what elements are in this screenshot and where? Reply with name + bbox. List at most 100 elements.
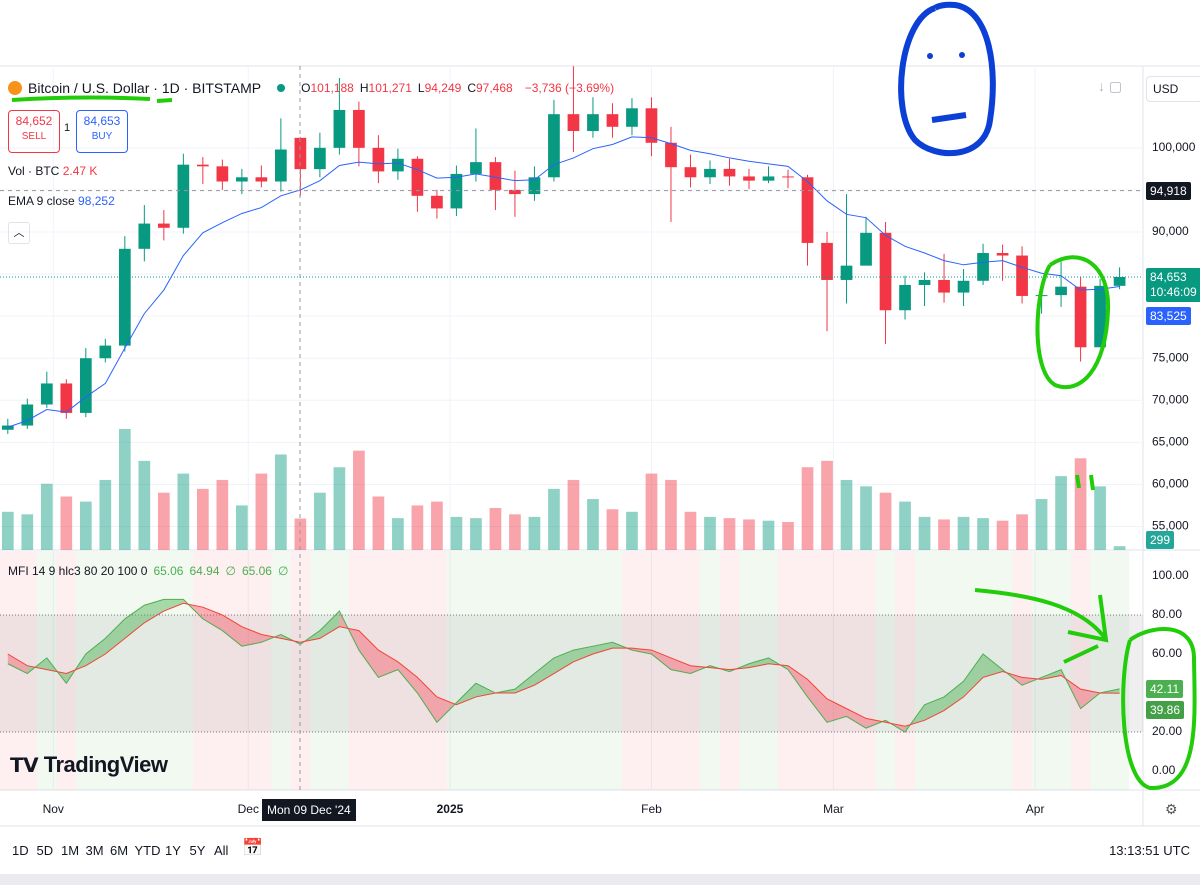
quantity: 1 [64, 122, 71, 134]
sell-label: SELL [21, 131, 47, 142]
mfi-state-band [407, 551, 428, 790]
mfi-state-band [232, 551, 252, 790]
volume-bar [470, 518, 482, 550]
range-button[interactable]: 1Y [165, 843, 181, 858]
mfi-state-band [973, 551, 993, 790]
buy-button[interactable]: 84,653 BUY [76, 110, 128, 153]
mfi-state-band [76, 551, 96, 790]
volume-bar [665, 479, 677, 550]
candle-body [470, 162, 482, 174]
range-button[interactable]: 3M [85, 843, 104, 858]
mfi-state-band [563, 551, 584, 790]
range-button[interactable]: 1M [61, 843, 80, 858]
collapse-button[interactable]: ︿ [8, 222, 30, 244]
ohlc-key: H [359, 81, 369, 95]
crosshair-price-label: 94,918 [1146, 182, 1191, 200]
volume-bar [1094, 486, 1106, 550]
settings-icon[interactable]: ⚙ [1165, 801, 1178, 817]
signal-last-label: 39.86 [1146, 701, 1185, 719]
mfi-legend-value: 64.94 [189, 564, 220, 578]
mfi-state-band [602, 551, 623, 790]
y-tick-label: 100,000 [1152, 140, 1196, 154]
mfi-state-band [37, 551, 57, 790]
candle-body [216, 166, 229, 182]
candle-body [528, 177, 541, 195]
mfi-fill [514, 673, 535, 694]
mfi-fill [1080, 689, 1101, 709]
volume-bar [40, 483, 53, 550]
doodle-mouth [931, 112, 967, 123]
mfi-tick-label: 60.00 [1152, 646, 1182, 660]
mfi-state-band [427, 551, 447, 790]
mfi-fill [7, 654, 28, 674]
mfi-fill [534, 657, 554, 686]
range-button[interactable]: YTD [134, 843, 161, 858]
volume-bar [197, 488, 209, 550]
x-tick-label: Nov [43, 802, 64, 816]
mfi-state-band [310, 551, 330, 790]
candle-body [275, 149, 287, 182]
candle-body [1, 425, 14, 430]
calendar-icon[interactable]: 📅 [242, 838, 264, 857]
mfi-state-band [290, 551, 311, 790]
mfi-legend-value: 65.06 [153, 564, 184, 578]
doodle-arrow [974, 588, 1109, 643]
logo: 𝗧𝗩 TradingView [10, 752, 168, 777]
mfi-state-band [778, 551, 798, 790]
candle-body [645, 108, 658, 143]
volume-bar [840, 479, 853, 550]
mfi-state-band [856, 551, 876, 790]
ohlc-key: C [467, 81, 476, 95]
mfi-state-band [1012, 551, 1032, 790]
volume-bar [353, 450, 365, 550]
sell-button[interactable]: 84,652 SELL [8, 110, 60, 153]
volume-bar [60, 496, 73, 550]
mfi-legend-value: 65.06 [241, 564, 272, 578]
candle-body [99, 345, 112, 359]
buy-price: 84,653 [83, 114, 121, 128]
volume-bar [431, 501, 443, 550]
mfi-fill [241, 626, 262, 647]
mfi-state-band [817, 551, 837, 790]
volume-bar [275, 454, 287, 550]
mfi-fill [788, 665, 808, 697]
toolbar-icons[interactable]: ↓ ▢ [1098, 78, 1123, 94]
y-tick-label: 55,000 [1152, 519, 1189, 533]
mfi-state-band [895, 551, 915, 790]
range-button[interactable]: 6M [110, 843, 129, 858]
volume-bar [957, 516, 970, 550]
range-button[interactable]: 1D [12, 843, 29, 858]
candle-body [450, 173, 463, 209]
mfi-state-band [953, 551, 974, 790]
mfi-legend-value: ∅ [225, 564, 236, 578]
volume-bar [294, 518, 307, 550]
volume-bar [509, 514, 521, 550]
range-button[interactable]: 5Y [189, 843, 206, 858]
candle-body [411, 158, 424, 196]
crosshair-date: Mon 09 Dec '24 [262, 799, 356, 821]
mfi-tick-label: 0.00 [1152, 763, 1176, 777]
ema-legend: EMA 9 close 98,252 [8, 194, 115, 208]
candle-body [255, 177, 268, 182]
doodle-arrow [1063, 644, 1099, 664]
logo-text: TradingView [43, 752, 168, 777]
x-tick-label: Feb [641, 802, 662, 816]
ohlc-legend: O101,188 H101,271 L94,249 C97,468 [301, 81, 519, 95]
range-button[interactable]: All [214, 843, 229, 858]
range-button[interactable]: 5D [36, 843, 54, 858]
candle-body [782, 176, 794, 178]
currency-select[interactable]: USD [1146, 76, 1200, 102]
candle-body [840, 265, 853, 280]
mfi-state-band [56, 551, 77, 790]
mfi-state-band [1070, 551, 1091, 790]
volume-bar [99, 479, 112, 550]
clock: 13:13:51 UTC [1109, 843, 1190, 858]
candle-body [665, 142, 677, 168]
mfi-last-label: 42.11 [1146, 680, 1184, 698]
volume-bar [938, 519, 950, 550]
mfi-state-band [368, 551, 389, 790]
candle-body [957, 280, 970, 293]
x-tick-label: Apr [1026, 802, 1045, 816]
candle-body [138, 223, 151, 249]
